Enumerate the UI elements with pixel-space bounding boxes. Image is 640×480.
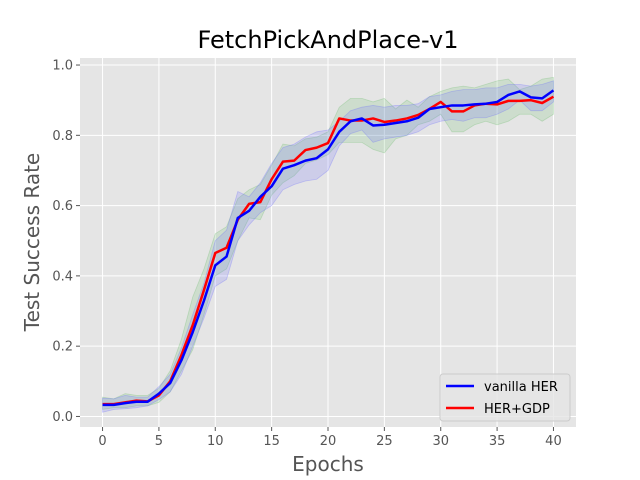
x-tick-label: 10 xyxy=(207,434,224,449)
x-tick-label: 0 xyxy=(98,434,106,449)
x-axis-label: Epochs xyxy=(292,452,364,476)
series-lines xyxy=(102,89,555,407)
series-line-vanilla-her xyxy=(102,89,555,407)
y-tick-label: 0.2 xyxy=(52,340,73,355)
y-tick-label: 0.8 xyxy=(52,129,73,144)
y-tick-label: 0.4 xyxy=(52,269,73,284)
y-axis-label: Test Success Rate xyxy=(20,153,44,332)
y-axis-ticks: 0.0 0.2 0.4 0.6 0.8 1.0 xyxy=(52,59,80,425)
x-tick-label: 40 xyxy=(545,434,562,449)
x-axis-ticks: 0 5 10 15 20 25 30 35 40 xyxy=(98,427,562,449)
y-tick-label: 0.6 xyxy=(52,199,73,214)
chart-title: FetchPickAndPlace-v1 xyxy=(198,26,459,54)
gridlines xyxy=(80,58,576,427)
x-tick-label: 25 xyxy=(376,434,393,449)
y-tick-label: 1.0 xyxy=(52,59,73,74)
x-tick-label: 35 xyxy=(489,434,506,449)
legend: vanilla HER HER+GDP xyxy=(439,373,571,422)
x-tick-label: 30 xyxy=(432,434,449,449)
legend-label-vanilla-her: vanilla HER xyxy=(484,380,558,395)
x-tick-label: 15 xyxy=(263,434,280,449)
legend-label-her-gdp: HER+GDP xyxy=(484,402,550,417)
x-tick-label: 20 xyxy=(320,434,337,449)
x-tick-label: 5 xyxy=(155,434,163,449)
y-tick-label: 0.0 xyxy=(52,410,73,425)
